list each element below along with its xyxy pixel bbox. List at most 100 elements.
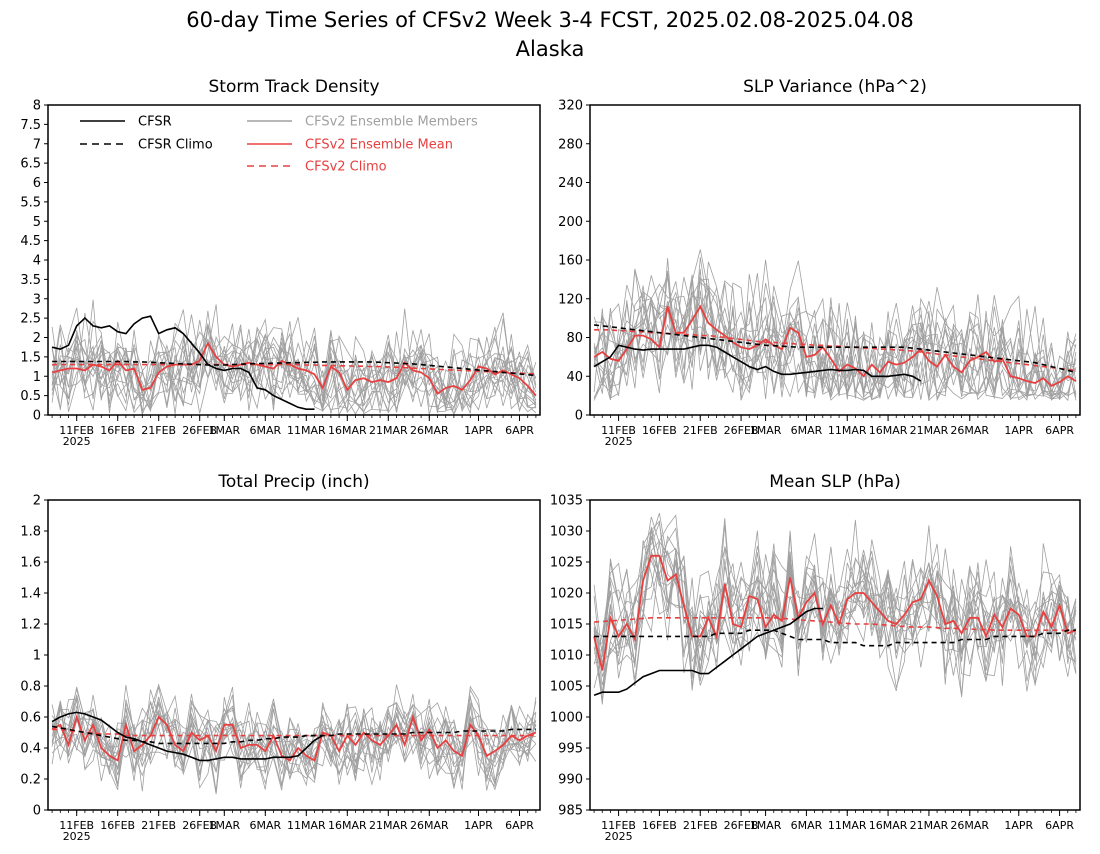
x-tick-label: 11FEB [59,424,94,437]
ensemble-member-line [51,696,536,794]
ensemble-member-line [51,318,537,415]
panel-2: SLP Variance (hPa^2) 0 40 80 120 160 200 240 280… [558,77,1081,448]
y-tick-label: 4 [33,254,41,269]
y-tick-label: 0.5 [20,389,41,404]
y-tick-label: 2.5 [20,312,41,327]
legend-item: CFSv2 Ensemble Members [247,115,478,130]
y-tick-label: 7.5 [20,118,41,133]
ensemble-member-line [51,307,537,415]
x-tick-label: 6MAR [249,424,281,437]
panel-3: Total Precip (inch) 0 0.2 0.4 0.6 0.8 1 1.2 1.4 1… [20,472,541,843]
y-tick-label: 2 [33,494,41,509]
y-tick-label: 1.8 [20,525,41,540]
x-tick-label: 6APR [1045,819,1074,832]
x-tick-label: 21MAR [910,424,949,437]
y-tick-label: 4.5 [20,234,41,249]
y-tick-label: 990 [558,773,583,788]
panel-title: SLP Variance (hPa^2) [743,77,927,97]
legend-label: CFSv2 Ensemble Mean [305,138,453,153]
legend-label: CFSv2 Ensemble Members [305,115,478,130]
x-tick-label: 21FEB [683,819,718,832]
ensemble-member-line [593,274,1077,402]
y-tick-label: 320 [558,99,583,114]
x-tick-label: 26MAR [410,424,449,437]
ensemble-member-line [51,304,537,411]
y-tick-label: 40 [566,370,583,385]
y-tick-label: 1.4 [20,587,41,602]
legend-item: CFSv2 Climo [247,160,387,175]
ensemble-member-line [593,274,1077,400]
x-tick-label: 21MAR [369,424,408,437]
series-cfsr [593,607,823,697]
y-tick-label: 1025 [550,556,583,571]
y-tick-label: 160 [558,254,583,269]
series-cfsr-climo [594,629,1076,647]
x-tick-label: 1APR [464,819,493,832]
y-tick-label: 80 [566,331,583,346]
x-tick-label: 16FEB [100,424,135,437]
y-tick-label: 8 [33,99,41,114]
x-year-label: 2025 [605,830,633,843]
x-tick-label: 1APR [464,424,493,437]
ensemble-member-line [51,314,537,411]
x-tick-label: 11FEB [59,819,94,832]
y-tick-label: 120 [558,292,583,307]
plot-frame [47,499,541,811]
legend-label: CFSR [138,115,172,130]
x-tick-label: 21FEB [683,424,718,437]
series-cfsv2-ensemble-mean [51,341,537,397]
series-cfsv2-ensemble-mean [593,554,1077,671]
x-tick-label: 1MAR [750,819,782,832]
y-tick-label: 1035 [550,494,583,509]
series-cfsr [51,711,324,762]
y-tick-label: 1.2 [20,618,41,633]
y-tick-label: 5 [33,215,41,230]
ensemble-member-line [593,249,1077,401]
ensemble-member-line [51,688,537,792]
ensemble-member-line [593,257,1077,401]
x-tick-label: 16MAR [869,424,908,437]
y-tick-label: 2 [33,331,41,346]
panel-4: Mean SLP (hPa) 985 990 995 1000 1005 1010 1015 1… [550,472,1081,843]
x-tick-label: 6MAR [791,819,823,832]
y-tick-label: 3.5 [20,273,41,288]
y-tick-label: 1030 [550,525,583,540]
x-tick-label: 11MAR [828,819,867,832]
panels: Storm Track Density 0 0.5 1 1.5 2 2.5 3 3.5 4 4.5 5… [20,77,1081,843]
x-tick-label: 26MAR [950,424,989,437]
x-tick-label: 26MAR [950,819,989,832]
series-cfsr-climo [51,725,536,745]
ensemble-member-line [51,695,537,795]
ensemble-member-line [594,269,1076,401]
x-tick-label: 16MAR [328,424,367,437]
legend-item: CFSv2 Ensemble Mean [247,138,453,153]
x-tick-label: 6APR [1045,424,1074,437]
x-year-label: 2025 [63,830,91,843]
x-tick-label: 6APR [505,424,534,437]
x-tick-label: 16FEB [642,819,677,832]
y-tick-label: 280 [558,137,583,152]
x-tick-label: 1MAR [750,424,782,437]
ensemble-member-line [593,521,1077,686]
y-tick-label: 3 [33,292,41,307]
panel-1: Storm Track Density 0 0.5 1 1.5 2 2.5 3 3.5 4 4.5 5… [20,77,541,448]
x-tick-label: 1APR [1004,424,1033,437]
x-tick-label: 26FEB [724,424,759,437]
y-tick-label: 1 [33,370,41,385]
x-tick-label: 21MAR [369,819,408,832]
x-tick-label: 6APR [505,819,534,832]
ensemble-member-line [593,273,1077,401]
panel-title: Mean SLP (hPa) [769,472,901,492]
plot-area [593,512,1077,705]
ensemble-member-line [51,696,537,783]
x-tick-label: 11MAR [287,424,326,437]
x-year-label: 2025 [605,435,633,448]
x-tick-label: 1MAR [208,424,240,437]
x-tick-label: 21FEB [141,424,176,437]
y-tick-label: 1020 [550,587,583,602]
legend-item: CFSR [80,115,172,130]
ensemble-member-line [51,704,536,789]
ensemble-member-line [593,525,1077,689]
x-tick-label: 11FEB [601,424,636,437]
y-tick-label: 0.6 [20,711,41,726]
